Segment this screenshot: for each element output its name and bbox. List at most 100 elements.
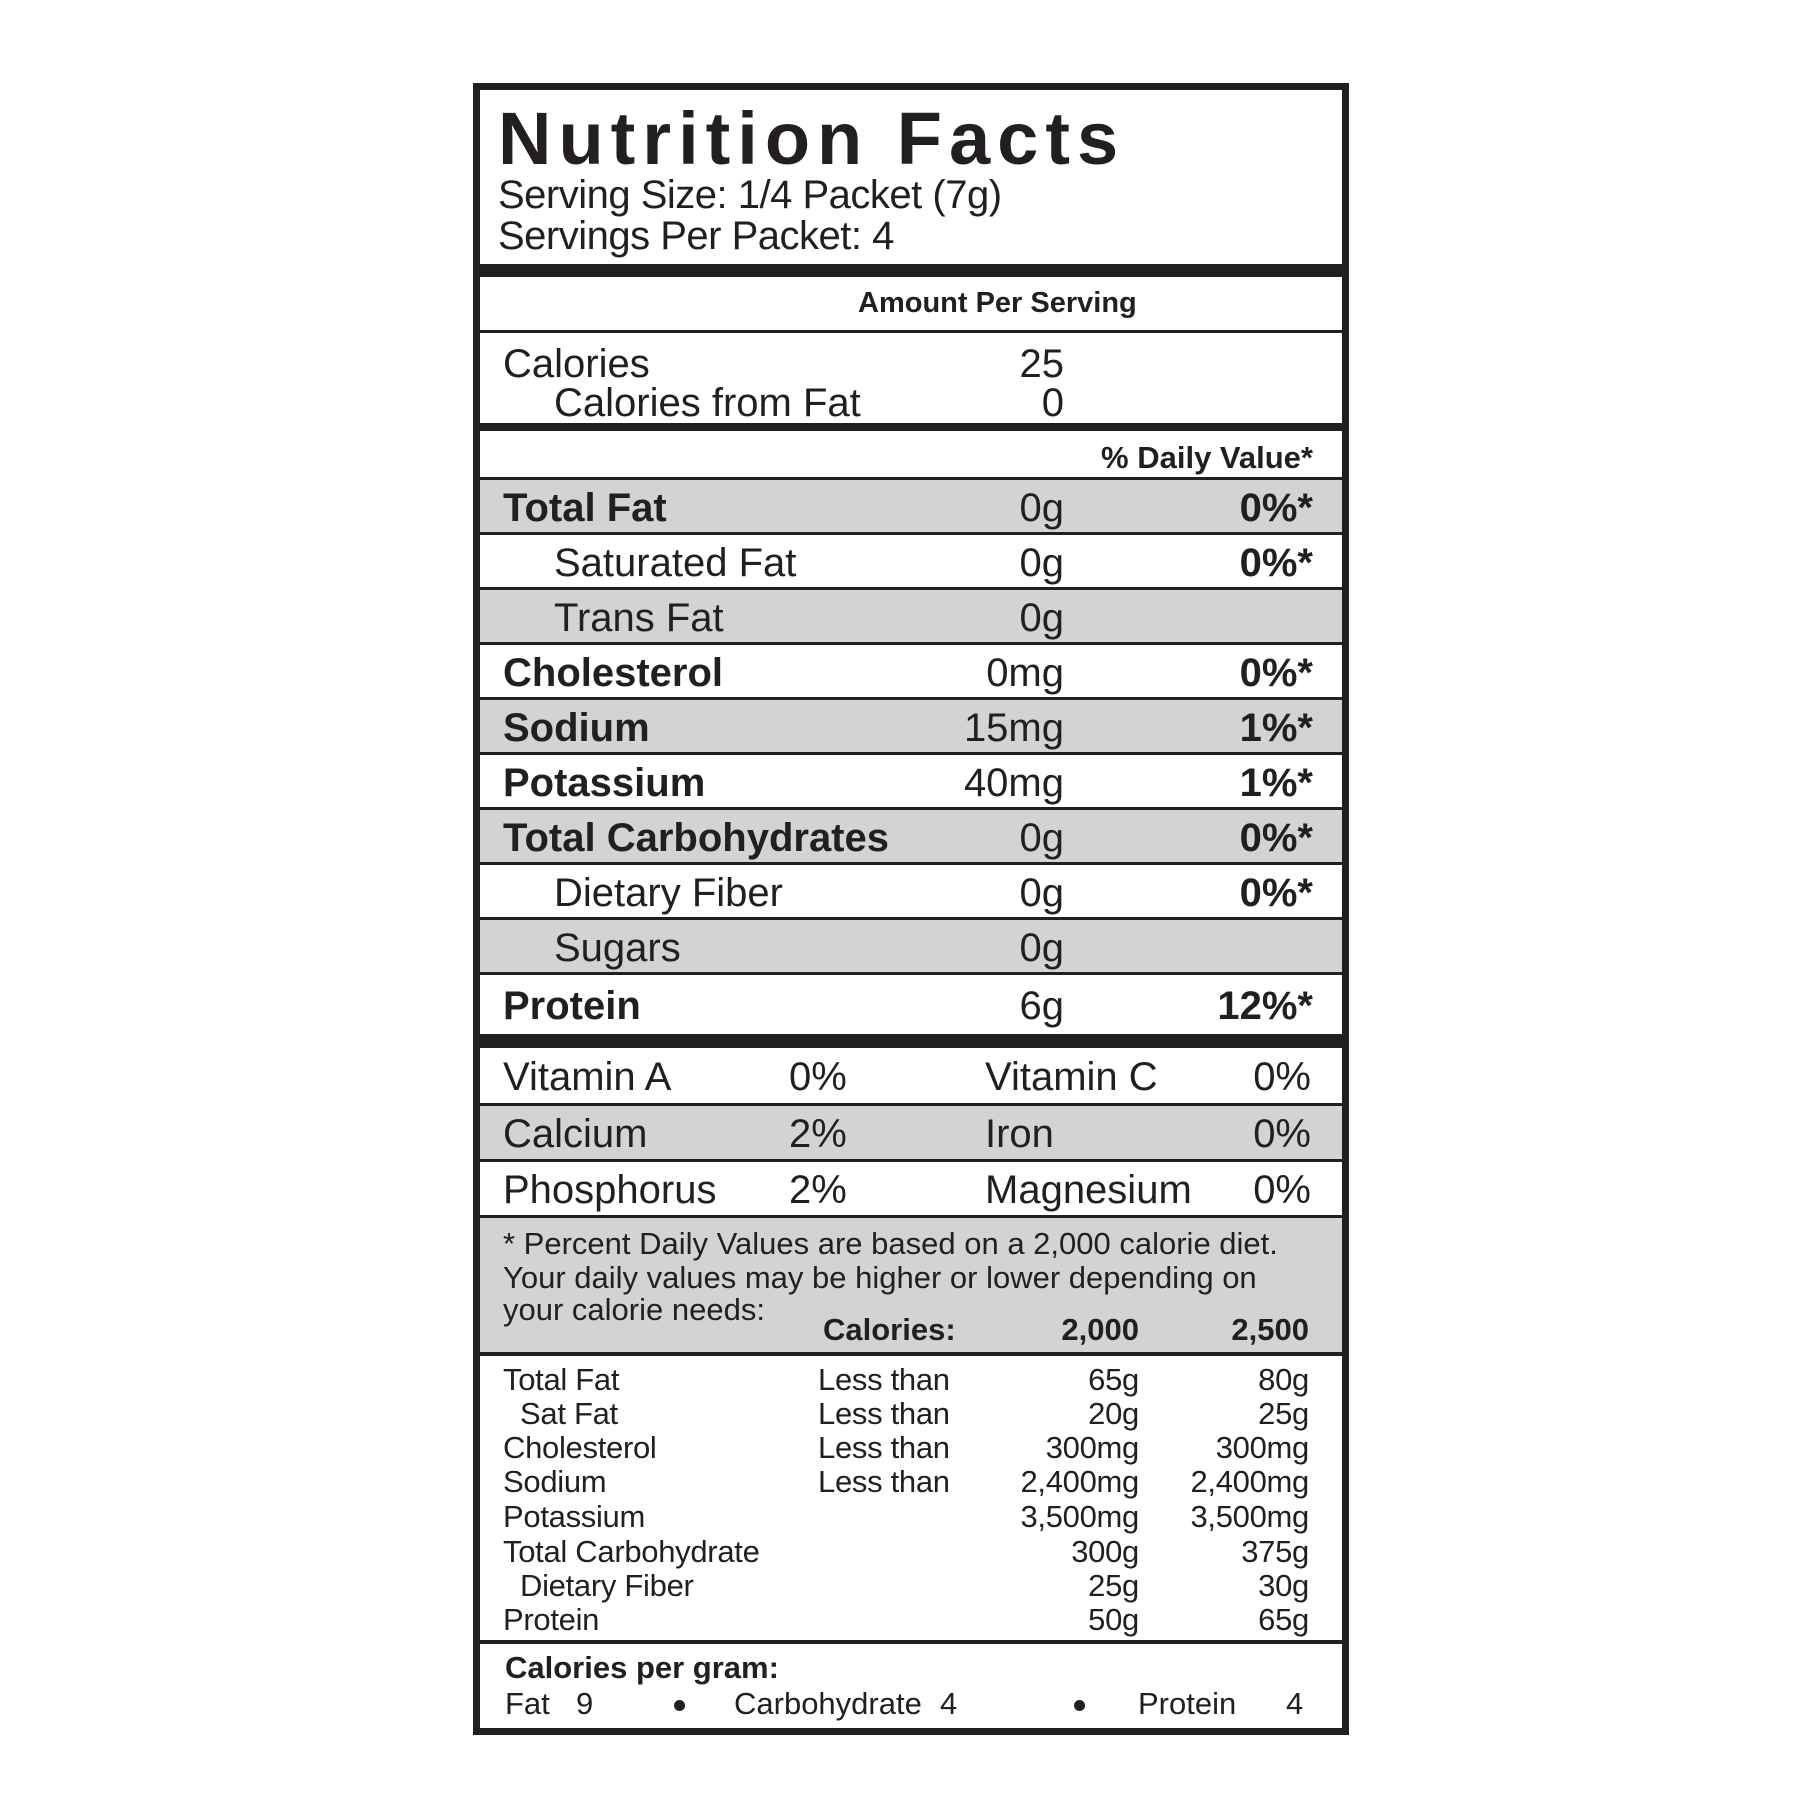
vitamin-left-label: Vitamin A [503,1055,672,1099]
nutrient-row-total-carbohydrates: Total Carbohydrates 0g 0%* [480,810,1342,862]
calories-value: 25 [1019,342,1065,386]
bullet-icon [1074,1700,1085,1711]
nutrient-label: Sodium [503,706,650,750]
vitamin-row: Calcium 2% Iron 0% [480,1106,1342,1159]
divider [480,862,1342,865]
reference-2500: 25g [1258,1396,1309,1431]
nutrient-label: Potassium [503,761,706,805]
cpg-fat-label: Fat [505,1686,550,1721]
reference-2500: 65g [1258,1602,1309,1637]
footnote-line-1: * Percent Daily Values are based on a 2,… [503,1226,1278,1261]
nutrient-daily-value: 0%* [1239,541,1313,585]
nutrient-label: Trans Fat [554,596,724,640]
nutrient-amount: 0g [1019,541,1065,585]
nutrient-row-saturated-fat: Saturated Fat 0g 0%* [480,535,1342,587]
nutrient-amount: 0g [1019,926,1065,970]
reference-2500: 3,500mg [1190,1499,1309,1534]
vitamin-left-value: 2% [789,1112,847,1156]
bullet-icon [674,1700,685,1711]
divider [480,697,1342,700]
reference-qualifier: Less than [818,1464,950,1499]
nutrient-row-trans-fat: Trans Fat 0g [480,590,1342,642]
divider [480,752,1342,755]
vitamin-row: Phosphorus 2% Magnesium 0% [480,1162,1342,1215]
divider [480,1103,1342,1106]
nutrient-daily-value: 0%* [1239,651,1313,695]
calories-from-fat-value: 0 [1041,381,1064,425]
footnote-line-2: Your daily values may be higher or lower… [503,1260,1257,1295]
nutrient-label: Total Fat [503,486,667,530]
nutrient-daily-value: 12%* [1217,984,1313,1028]
nutrient-daily-value: 1%* [1239,761,1313,805]
vitamin-row: Vitamin A 0% Vitamin C 0% [480,1048,1342,1102]
nutrient-amount: 0g [1019,596,1065,640]
divider [480,532,1342,535]
nutrient-label: Total Carbohydrates [503,816,889,860]
footnote-calories-2000: 2,000 [1061,1312,1139,1347]
calories-from-fat-label: Calories from Fat [554,381,861,425]
vitamin-right-label: Iron [985,1112,1054,1156]
vitamin-right-value: 0% [1253,1112,1311,1156]
vitamin-right-value: 0% [1253,1168,1311,1212]
divider-thick [480,1034,1342,1048]
nutrient-label: Saturated Fat [554,541,797,585]
reference-qualifier: Less than [818,1396,950,1431]
nutrient-daily-value: 0%* [1239,486,1313,530]
serving-size: Serving Size: 1/4 Packet (7g) [498,173,1002,217]
calories-label: Calories [503,342,650,386]
vitamin-left-label: Calcium [503,1112,648,1156]
reference-label: Total Fat [503,1362,620,1397]
cpg-protein-value: 4 [1286,1686,1304,1721]
reference-2500: 300mg [1215,1430,1310,1465]
amount-per-serving-heading: Amount Per Serving [858,287,1137,319]
cpg-protein-label: Protein [1138,1686,1237,1721]
reference-2500: 2,400mg [1190,1464,1309,1499]
reference-label: Sat Fat [520,1396,618,1431]
divider [480,972,1342,975]
reference-label: Protein [503,1602,600,1637]
reference-label: Dietary Fiber [520,1568,694,1603]
footnote-line-3: your calorie needs: [503,1292,765,1327]
reference-table: Total Fat Less than 65g 80g Sat Fat Less… [480,1356,1342,1638]
divider [480,330,1342,333]
reference-2000: 2,400mg [1020,1464,1139,1499]
reference-2500: 30g [1258,1568,1309,1603]
reference-label: Total Carbohydrate [503,1534,760,1569]
footnote-section: * Percent Daily Values are based on a 2,… [480,1218,1342,1352]
daily-value-heading: % Daily Value* [1101,440,1313,475]
vitamin-right-label: Vitamin C [985,1055,1158,1099]
nutrient-label: Sugars [554,926,681,970]
reference-qualifier: Less than [818,1362,950,1397]
cpg-carb-value: 4 [940,1686,958,1721]
nutrient-row-cholesterol: Cholesterol 0mg 0%* [480,645,1342,697]
vitamin-right-value: 0% [1253,1055,1311,1099]
reference-label: Cholesterol [503,1430,657,1465]
nutrient-row-sodium: Sodium 15mg 1%* [480,700,1342,752]
reference-2000: 65g [1088,1362,1139,1397]
nutrition-facts-label: Nutrition Facts Serving Size: 1/4 Packet… [473,83,1349,1735]
reference-2000: 25g [1088,1568,1139,1603]
nutrient-amount: 6g [1019,984,1065,1028]
calories-per-gram-heading: Calories per gram: [505,1650,779,1685]
footnote-calories-2500: 2,500 [1231,1312,1309,1347]
divider-thick [480,264,1342,277]
divider [480,1640,1342,1644]
nutrient-row-protein: Protein 6g 12%* [480,975,1342,1034]
nutrient-amount: 0mg [986,651,1064,695]
reference-2000: 300mg [1045,1430,1140,1465]
nutrient-amount: 15mg [963,706,1064,750]
divider [480,807,1342,810]
divider [480,1215,1342,1218]
divider [480,917,1342,920]
reference-label: Potassium [503,1499,646,1534]
nutrient-row-potassium: Potassium 40mg 1%* [480,755,1342,807]
nutrient-amount: 0g [1019,871,1065,915]
nutrient-label: Cholesterol [503,651,724,695]
label-title: Nutrition Facts [498,97,1126,180]
servings-per-packet: Servings Per Packet: 4 [498,214,894,258]
nutrient-amount: 0g [1019,486,1065,530]
nutrient-daily-value: 1%* [1239,706,1313,750]
reference-2000: 20g [1088,1396,1139,1431]
divider [480,1352,1342,1356]
nutrient-amount: 0g [1019,816,1065,860]
